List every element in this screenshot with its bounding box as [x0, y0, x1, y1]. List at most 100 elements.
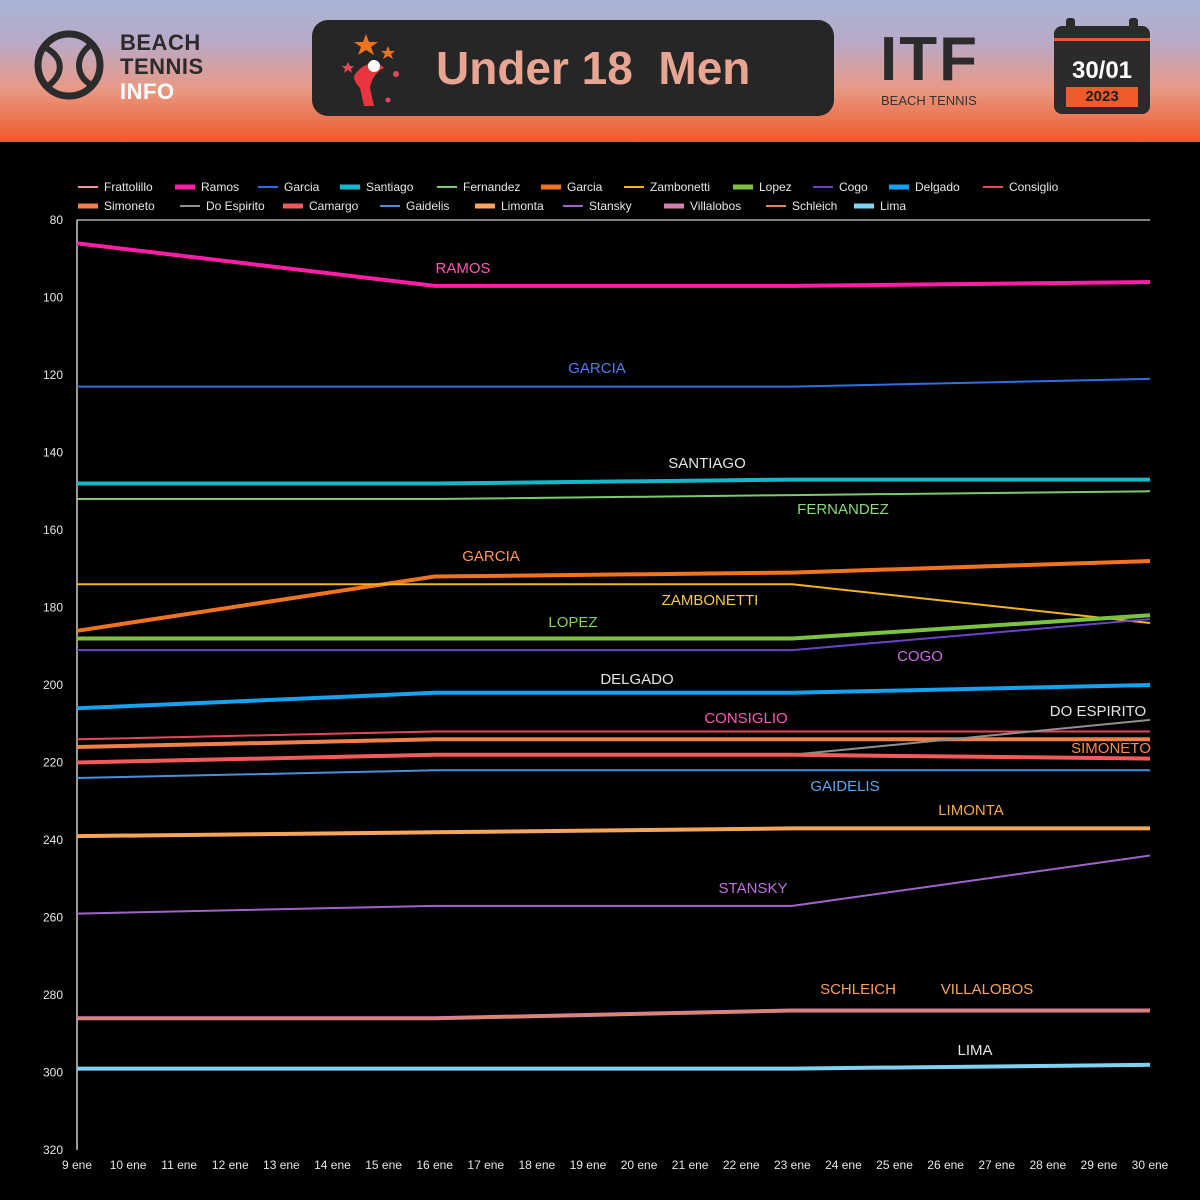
series-line: [76, 730, 1150, 741]
series-line: [76, 241, 1151, 288]
y-tick-label: 220: [43, 756, 63, 770]
series-line: [76, 737, 1150, 749]
x-tick-label: 12 ene: [212, 1158, 249, 1172]
legend-label: Delgado: [915, 180, 960, 194]
legend-label: Limonta: [501, 199, 544, 213]
x-tick-label: 14 ene: [314, 1158, 351, 1172]
y-tick-label: 180: [43, 601, 63, 615]
series-line: [76, 752, 1151, 765]
legend-item: Fernandez: [437, 180, 520, 194]
legend-label: Fernandez: [463, 180, 520, 194]
series-label: GARCIA: [462, 548, 520, 565]
series-line: [77, 1062, 1151, 1071]
x-tick-label: 19 ene: [570, 1158, 607, 1172]
y-tick-label: 280: [43, 988, 63, 1002]
series-label: CONSIGLIO: [704, 710, 787, 727]
x-tick-label: 17 ene: [467, 1158, 504, 1172]
series-line: [76, 683, 1151, 711]
legend-label: Lima: [880, 199, 906, 213]
legend-label: Santiago: [366, 180, 414, 194]
ranking-line-chart: Frattolillo Ramos Garcia Santiago Fernandez G…: [43, 180, 1169, 1172]
x-tick-label: 20 ene: [621, 1158, 658, 1172]
series-line: [76, 854, 1151, 915]
y-tick-label: 160: [43, 523, 63, 537]
series-line: [77, 583, 1151, 624]
itf-subtitle: BEACH TENNIS: [881, 93, 977, 108]
x-tick-label: 13 ene: [263, 1158, 300, 1172]
series-label: GAIDELIS: [810, 778, 879, 795]
y-tick-label: 320: [43, 1143, 63, 1157]
chart-series-labels: RAMOS GARCIA SANTIAGO FERNANDEZ GARCIA ZAMBON…: [435, 260, 1150, 1059]
series-label: FERNANDEZ: [797, 501, 889, 518]
series-label: RAMOS: [435, 260, 490, 277]
legend-item: Frattolillo: [78, 180, 153, 194]
x-tick-label: 28 ene: [1029, 1158, 1066, 1172]
series-label: LIMA: [957, 1042, 992, 1059]
legend-item: Consiglio: [983, 180, 1059, 194]
legend-label: Gaidelis: [406, 199, 449, 213]
title-panel: Under 18 Men: [312, 20, 834, 116]
y-tick-label: 200: [43, 678, 63, 692]
legend-item: Zambonetti: [624, 180, 710, 194]
series-label: STANSKY: [719, 880, 788, 897]
legend-label: Ramos: [201, 180, 239, 194]
series-line: [77, 377, 1151, 388]
legend-label: Villalobos: [690, 199, 741, 213]
y-tick-label: 260: [43, 911, 63, 925]
series-label: SANTIAGO: [668, 455, 746, 472]
y-tick-label: 140: [43, 446, 63, 460]
x-tick-label: 16 ene: [416, 1158, 453, 1172]
x-tick-label: 25 ene: [876, 1158, 913, 1172]
logo-text-tennis: TENNIS: [120, 54, 204, 79]
x-tick-label: 21 ene: [672, 1158, 709, 1172]
x-tick-label: 24 ene: [825, 1158, 862, 1172]
legend-item: Simoneto: [78, 199, 155, 213]
x-tick-label: 18 ene: [519, 1158, 556, 1172]
legend-item: Do Espirito: [180, 199, 265, 213]
header-banner: BEACH TENNIS INFO Under 18 Men ITF BEACH…: [0, 0, 1200, 142]
series-line: [77, 618, 1151, 652]
legend-label: Stansky: [589, 199, 632, 213]
legend-label: Frattolillo: [104, 180, 153, 194]
series-label: ZAMBONETTI: [662, 592, 759, 609]
chart-axes: 80 100 120 140 160 180 200 220 240 260 280 300 3209 …: [43, 213, 1169, 1172]
chart-legend: Frattolillo Ramos Garcia Santiago Fernandez G…: [78, 180, 1059, 213]
legend-item: Villalobos: [664, 199, 741, 213]
x-tick-label: 15 ene: [365, 1158, 402, 1172]
x-tick-label: 26 ene: [927, 1158, 964, 1172]
series-label: LIMONTA: [938, 802, 1004, 819]
series-line: [77, 1009, 1150, 1020]
series-label: GARCIA: [568, 360, 626, 377]
series-label: SCHLEICH: [820, 981, 896, 998]
x-tick-label: 10 ene: [110, 1158, 147, 1172]
legend-item: Schleich: [766, 199, 837, 213]
x-tick-label: 22 ene: [723, 1158, 760, 1172]
logo-text-info: INFO: [120, 79, 175, 104]
legend-item: Delgado: [889, 180, 960, 194]
calendar-date: 30/01: [1071, 57, 1133, 84]
series-label: DO ESPIRITO: [1050, 703, 1146, 720]
series-label: COGO: [897, 648, 943, 665]
y-tick-label: 120: [43, 368, 63, 382]
x-tick-label: 29 ene: [1081, 1158, 1118, 1172]
legend-label: Zambonetti: [650, 180, 710, 194]
series-label: SIMONETO: [1071, 740, 1151, 757]
y-tick-label: 300: [43, 1066, 63, 1080]
legend-item: Lopez: [733, 180, 792, 194]
legend-item: Santiago: [340, 180, 414, 194]
x-tick-label: 27 ene: [978, 1158, 1015, 1172]
legend-item: Stansky: [563, 199, 632, 213]
legend-item: Lima: [854, 199, 906, 213]
y-tick-label: 100: [43, 291, 63, 305]
x-tick-label: 9 ene: [62, 1158, 92, 1172]
calendar-year: 2023: [1066, 87, 1138, 107]
series-line: [77, 613, 1151, 641]
legend-label: Do Espirito: [206, 199, 265, 213]
legend-label: Lopez: [759, 180, 792, 194]
legend-item: Garcia: [258, 180, 320, 194]
legend-label: Cogo: [839, 180, 868, 194]
legend-label: Camargo: [309, 199, 359, 213]
x-tick-label: 30 ene: [1132, 1158, 1169, 1172]
legend-item: Cogo: [813, 180, 868, 194]
logo-text-beach: BEACH: [120, 30, 201, 55]
